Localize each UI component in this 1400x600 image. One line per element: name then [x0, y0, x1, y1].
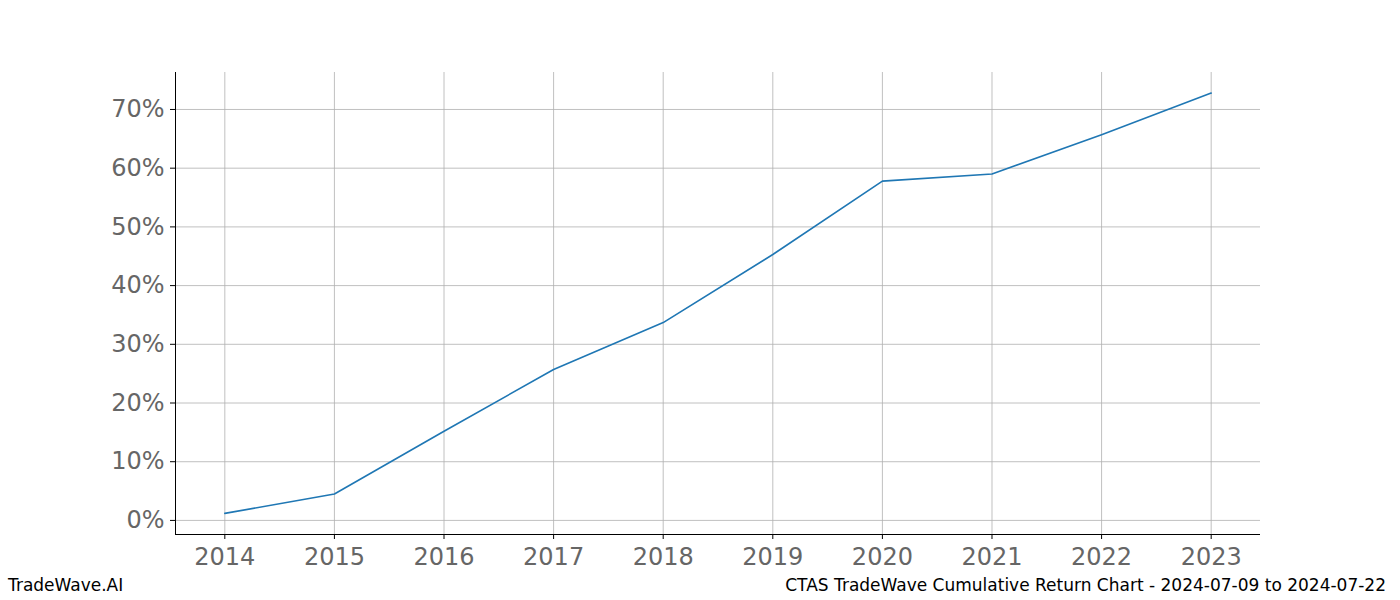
svg-text:0%: 0% — [126, 506, 164, 534]
svg-text:2017: 2017 — [523, 543, 584, 570]
svg-text:10%: 10% — [111, 447, 164, 475]
svg-text:20%: 20% — [111, 389, 164, 417]
svg-text:2019: 2019 — [742, 543, 803, 570]
svg-text:2022: 2022 — [1071, 543, 1132, 570]
svg-text:2015: 2015 — [304, 543, 365, 570]
html-text:TradeWave.AI: TradeWave.AI — [8, 575, 124, 595]
svg-text:2014: 2014 — [194, 543, 255, 570]
svg-text:60%: 60% — [111, 154, 164, 182]
html-text:CTAS TradeWave Cumulative Retu: CTAS TradeWave Cumulative Return Chart -… — [785, 575, 1386, 595]
svg-text:40%: 40% — [111, 271, 164, 299]
svg-text:30%: 30% — [111, 330, 164, 358]
svg-text:2016: 2016 — [413, 543, 474, 570]
svg-text:2018: 2018 — [633, 543, 694, 570]
svg-text:2023: 2023 — [1181, 543, 1242, 570]
svg-text:2021: 2021 — [961, 543, 1022, 570]
svg-text:2020: 2020 — [852, 543, 913, 570]
svg-text:50%: 50% — [111, 213, 164, 241]
svg-text:70%: 70% — [111, 95, 164, 123]
